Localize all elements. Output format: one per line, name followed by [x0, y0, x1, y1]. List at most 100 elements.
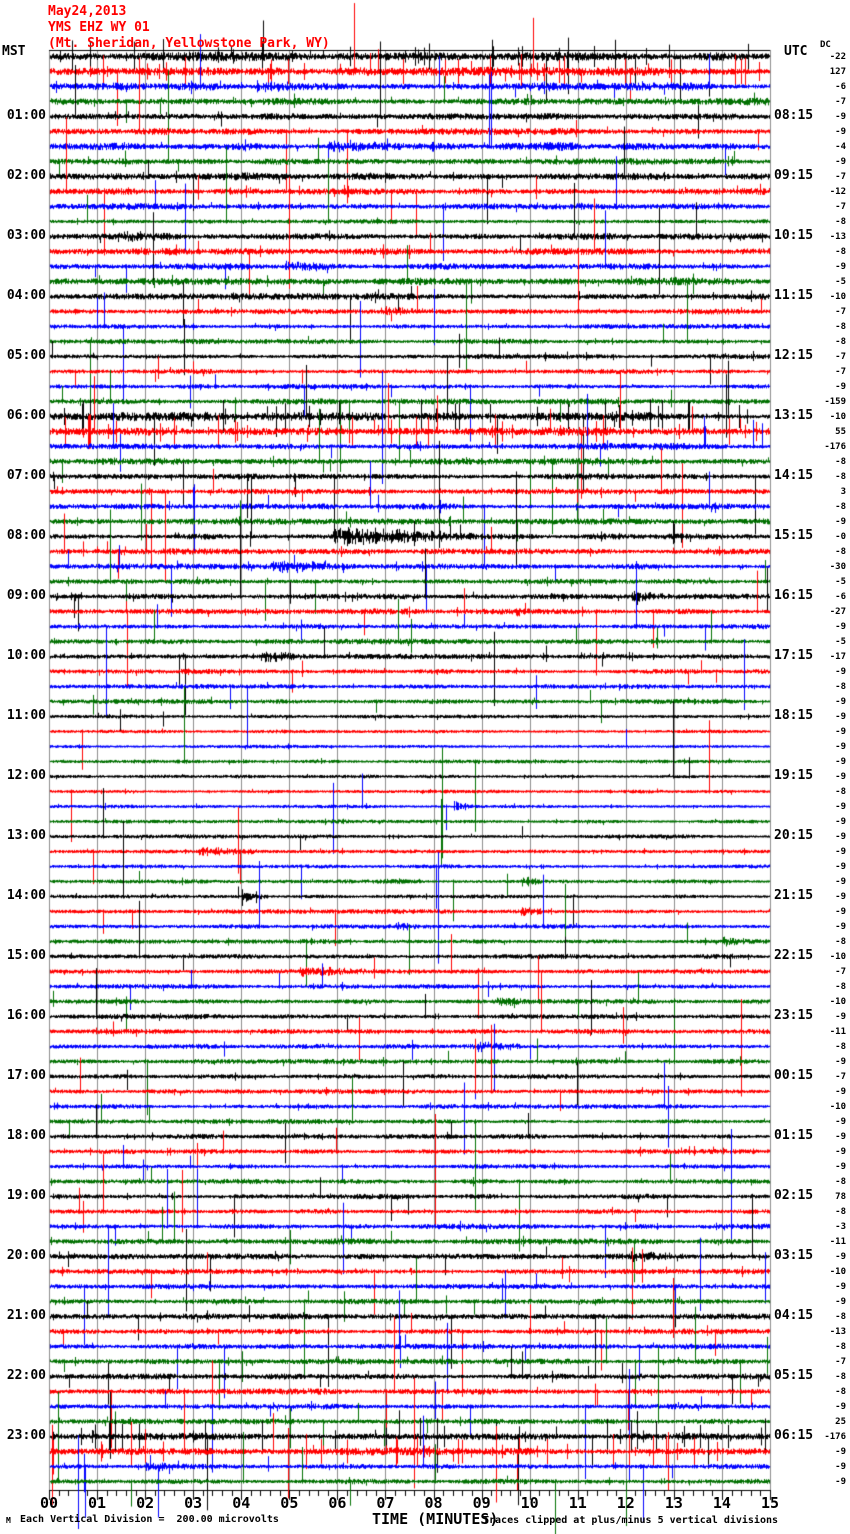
utc-time-label: 16:15: [774, 587, 814, 603]
dc-offset-value: -8: [835, 1341, 846, 1352]
dc-offset-value: -9: [835, 1401, 846, 1412]
utc-time-label: 01:15: [774, 1127, 814, 1143]
utc-time-label: 14:15: [774, 467, 814, 483]
station-code: YMS EHZ WY 01: [48, 20, 150, 35]
utc-time-label: 11:15: [774, 287, 814, 303]
dc-offset-value: -22: [829, 51, 846, 62]
dc-offset-value: -7: [835, 966, 846, 977]
dc-offset-value: -5: [835, 276, 846, 287]
mst-time-label: 18:00: [6, 1127, 46, 1143]
minute-tick-label: 10: [520, 1494, 539, 1512]
minute-tick-label: 03: [184, 1494, 203, 1512]
dc-offset-value: -9: [835, 1011, 846, 1022]
dc-offset-value: -7: [835, 1356, 846, 1367]
dc-offset-value: -8: [835, 471, 846, 482]
utc-time-label: 22:15: [774, 947, 814, 963]
utc-time-label: 13:15: [774, 407, 814, 423]
dc-offset-value: 55: [835, 426, 846, 437]
dc-offset-value: 78: [835, 1191, 846, 1202]
mst-time-label: 04:00: [6, 287, 46, 303]
dc-offset-value: -9: [835, 711, 846, 722]
dc-offset-value: -9: [835, 381, 846, 392]
dc-offset-value: -9: [835, 1116, 846, 1127]
dc-offset-value: -8: [835, 216, 846, 227]
dc-offset-value: -9: [835, 741, 846, 752]
utc-time-label: 10:15: [774, 227, 814, 243]
dc-offset-value: -9: [835, 1086, 846, 1097]
dc-offset-value: -9: [835, 816, 846, 827]
mst-time-label: 22:00: [6, 1367, 46, 1383]
dc-offset-value: 3: [840, 486, 846, 497]
dc-offset-value: -11: [829, 1026, 846, 1037]
utc-time-label: 23:15: [774, 1007, 814, 1023]
mst-header: MST: [2, 44, 26, 59]
mst-time-label: 14:00: [6, 887, 46, 903]
utc-time-label: 20:15: [774, 827, 814, 843]
dc-offset-value: -8: [835, 321, 846, 332]
dc-offset-value: -6: [835, 591, 846, 602]
dc-offset-value: -9: [835, 126, 846, 137]
utc-header: UTC: [784, 44, 808, 59]
dc-offset-value: -10: [829, 1266, 846, 1277]
dc-offset-value: -7: [835, 1071, 846, 1082]
minute-tick-label: 08: [424, 1494, 443, 1512]
dc-offset-value: -13: [829, 231, 846, 242]
dc-offset-value: -9: [835, 1461, 846, 1472]
dc-offset-value: -30: [829, 561, 846, 572]
dc-offset-value: 25: [835, 1416, 846, 1427]
dc-offset-value: -8: [835, 1371, 846, 1382]
dc-offset-value: -9: [835, 156, 846, 167]
dc-offset-value: -9: [835, 516, 846, 527]
dc-offset-value: -8: [835, 681, 846, 692]
dc-offset-value: -9: [835, 861, 846, 872]
minute-tick-label: 06: [328, 1494, 347, 1512]
minute-tick-label: 00: [39, 1494, 59, 1512]
dc-offset-value: -9: [835, 876, 846, 887]
minute-tick-label: 12: [616, 1494, 635, 1512]
dc-offset-value: -8: [835, 981, 846, 992]
dc-offset-value: -9: [835, 261, 846, 272]
utc-time-label: 15:15: [774, 527, 814, 543]
logo-mark: M: [6, 1516, 11, 1525]
minute-tick-label: 13: [664, 1494, 683, 1512]
dc-offset-value: -8: [835, 1176, 846, 1187]
dc-offset-value: -7: [835, 366, 846, 377]
dc-offset-value: -10: [829, 291, 846, 302]
dc-offset-value: -9: [835, 1251, 846, 1262]
utc-time-label: 02:15: [774, 1187, 814, 1203]
mst-time-label: 13:00: [6, 827, 46, 843]
dc-offset-value: -9: [835, 1146, 846, 1157]
dc-offset-value: -9: [835, 771, 846, 782]
mst-time-label: 03:00: [6, 227, 46, 243]
dc-offset-value: 127: [829, 66, 846, 77]
mst-time-label: 20:00: [6, 1247, 46, 1263]
utc-time-label: 17:15: [774, 647, 814, 663]
minute-tick-label: 15: [760, 1494, 780, 1512]
dc-offset-value: -13: [829, 1326, 846, 1337]
dc-offset-value: -0: [835, 531, 846, 542]
utc-time-label: 05:15: [774, 1367, 814, 1383]
minute-tick-label: 02: [136, 1494, 155, 1512]
dc-offset-value: -10: [829, 951, 846, 962]
dc-offset-value: -9: [835, 1476, 846, 1487]
dc-offset-value: -8: [835, 501, 846, 512]
dc-offset-value: -176: [824, 441, 846, 452]
utc-time-label: 09:15: [774, 167, 814, 183]
dc-offset-value: -9: [835, 1056, 846, 1067]
dc-column-header: DC: [820, 40, 831, 50]
dc-offset-value: -10: [829, 1101, 846, 1112]
dc-offset-value: -3: [835, 1221, 846, 1232]
report-date: May24,2013: [48, 4, 127, 19]
mst-time-label: 10:00: [6, 647, 46, 663]
utc-time-label: 04:15: [774, 1307, 814, 1323]
dc-offset-value: -27: [829, 606, 846, 617]
mst-time-label: 12:00: [6, 767, 46, 783]
dc-offset-value: -8: [835, 1311, 846, 1322]
mst-time-label: 06:00: [6, 407, 46, 423]
dc-offset-value: -8: [835, 1386, 846, 1397]
dc-offset-value: -9: [835, 666, 846, 677]
dc-offset-value: -10: [829, 411, 846, 422]
dc-offset-value: -17: [829, 651, 846, 662]
dc-offset-value: -9: [835, 1296, 846, 1307]
